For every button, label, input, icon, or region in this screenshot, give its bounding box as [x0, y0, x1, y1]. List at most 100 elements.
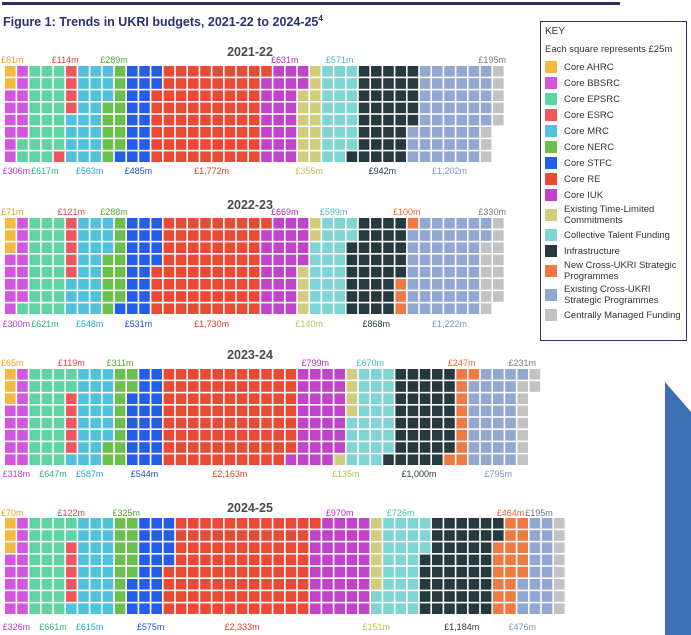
square-tlc — [310, 66, 321, 77]
square-mrc — [78, 430, 89, 441]
square-infra — [358, 102, 370, 114]
waffle-year-2022-23: 2022-23 £71m £121m £288m £669m £599m £100m £330… — [1, 198, 506, 329]
square-mrc — [90, 151, 101, 162]
square-re — [273, 442, 284, 453]
square-epsrc — [41, 230, 53, 241]
square-epsrc — [53, 554, 65, 566]
square-epsrc — [29, 242, 40, 253]
square-re — [236, 218, 248, 229]
legend-item-stfc: Core STFC — [545, 155, 682, 171]
square-re — [224, 78, 236, 89]
square-cmf — [517, 417, 528, 429]
square-bbsrc — [5, 417, 16, 429]
square-epsrc — [29, 579, 40, 590]
value-label-top-nerc: £288m — [100, 207, 128, 217]
square-exsp — [468, 78, 480, 89]
square-iuk — [358, 518, 370, 529]
square-tlc — [310, 139, 321, 150]
square-re — [175, 242, 187, 253]
square-epsrc — [29, 291, 40, 302]
square-cmf — [517, 430, 528, 441]
square-epsrc — [41, 405, 53, 417]
square-exsp — [419, 66, 431, 77]
square-re — [236, 102, 248, 114]
square-newsp — [493, 591, 504, 602]
square-iuk — [358, 591, 370, 602]
square-iuk — [261, 78, 272, 89]
square-infra — [444, 579, 455, 590]
square-epsrc — [53, 279, 65, 290]
square-newsp — [395, 291, 406, 302]
square-exsp — [529, 591, 541, 602]
square-re — [151, 139, 162, 150]
square-infra — [346, 303, 358, 314]
square-infra — [346, 254, 358, 266]
square-mrc — [90, 102, 101, 114]
square-infra — [419, 554, 431, 566]
square-cmf — [480, 254, 492, 266]
legend-swatch-cmf — [545, 309, 557, 321]
legend-label-exsp: Existing Cross-UKRI Strategic Programmes — [564, 284, 659, 306]
square-ctf — [334, 151, 345, 162]
square-exsp — [456, 114, 467, 126]
square-re — [249, 566, 260, 578]
square-infra — [395, 369, 406, 380]
square-mrc — [102, 591, 114, 602]
square-re — [188, 230, 199, 241]
square-cmf — [493, 218, 504, 229]
square-re — [236, 369, 248, 380]
square-re — [273, 369, 284, 380]
square-infra — [456, 554, 467, 566]
square-tlc — [297, 151, 309, 162]
square-nerc — [114, 381, 126, 392]
square-bbsrc — [5, 90, 16, 101]
square-exsp — [468, 90, 480, 101]
square-infra — [444, 393, 455, 404]
square-exsp — [456, 66, 467, 77]
square-iuk — [273, 303, 284, 314]
square-iuk — [261, 114, 272, 126]
square-mrc — [66, 151, 77, 162]
square-stfc — [139, 554, 150, 566]
value-label-bottom-re: £1,772m — [194, 166, 229, 176]
square-iuk — [310, 369, 321, 380]
square-re — [188, 66, 199, 77]
year-title: 2022-23 — [227, 198, 273, 212]
square-re — [200, 591, 211, 602]
square-nerc — [102, 266, 114, 278]
square-ctf — [371, 442, 382, 453]
square-ahrc — [5, 369, 16, 380]
square-cmf — [493, 266, 504, 278]
square-infra — [407, 102, 419, 114]
square-infra — [468, 579, 480, 590]
square-re — [273, 603, 284, 614]
square-ctf — [346, 230, 358, 241]
square-ctf — [346, 454, 358, 465]
square-exsp — [468, 266, 480, 278]
square-infra — [480, 530, 492, 541]
square-iuk — [322, 381, 333, 392]
square-iuk — [334, 417, 345, 429]
square-stfc — [139, 254, 150, 266]
square-re — [175, 303, 187, 314]
square-re — [188, 151, 199, 162]
square-ctf — [334, 78, 345, 89]
square-re — [163, 369, 175, 380]
square-re — [212, 603, 223, 614]
square-exsp — [444, 66, 455, 77]
square-bbsrc — [5, 405, 16, 417]
square-exsp — [419, 90, 431, 101]
square-exsp — [493, 454, 504, 465]
square-mrc — [90, 303, 101, 314]
square-iuk — [285, 90, 297, 101]
square-exsp — [419, 102, 431, 114]
square-re — [236, 530, 248, 541]
square-re — [236, 554, 248, 566]
square-re — [212, 127, 223, 138]
square-re — [163, 430, 175, 441]
square-re — [261, 518, 272, 529]
square-ctf — [334, 114, 345, 126]
square-re — [188, 90, 199, 101]
square-exsp — [493, 393, 504, 404]
value-label-bottom-bbsrc: £326m — [3, 622, 31, 632]
